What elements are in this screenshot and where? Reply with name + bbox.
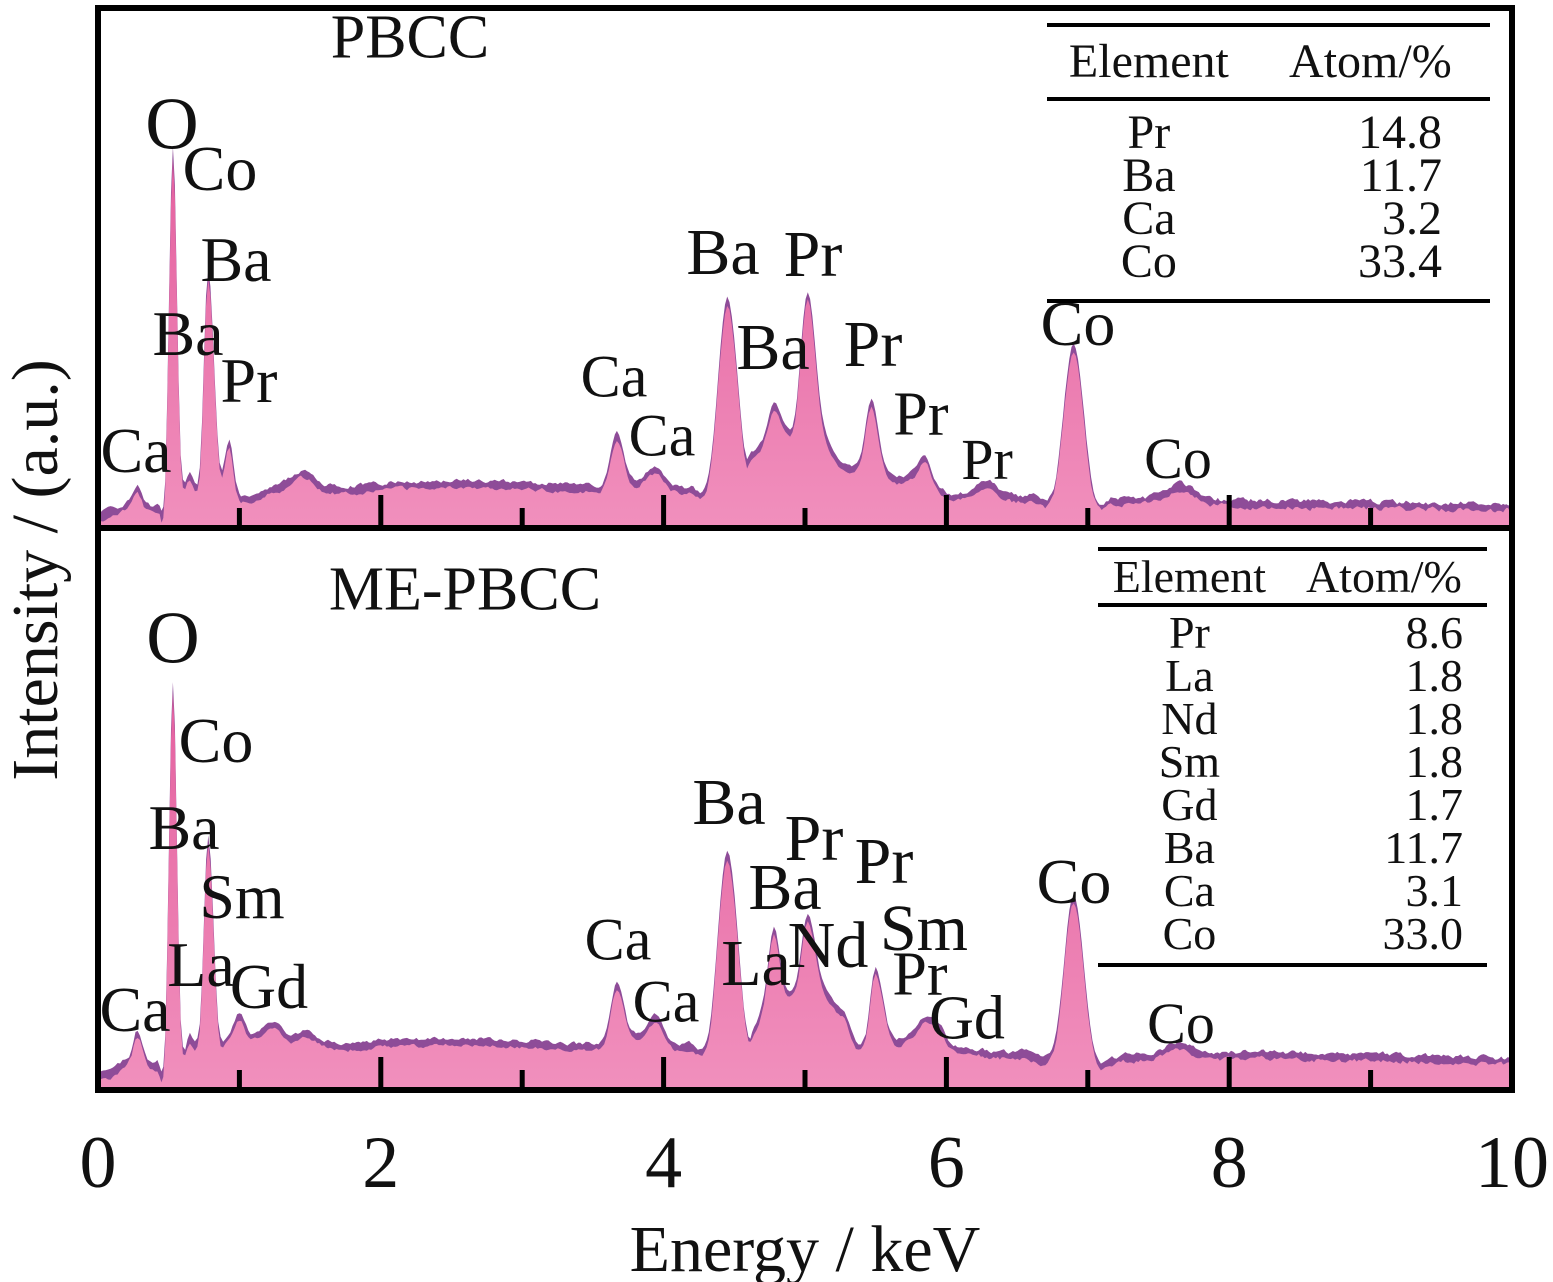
peak-label-Pr: Pr — [784, 218, 843, 291]
peak-label-Pr: Pr — [893, 380, 948, 448]
table-header-element: Element — [1112, 551, 1267, 602]
element-cell: Co — [1120, 235, 1177, 288]
table-header-atom: Atom/% — [1305, 551, 1462, 602]
axis-ticks — [236, 495, 1374, 1087]
peak-label-Gd: Gd — [230, 951, 308, 1022]
peak-label-Ba: Ba — [152, 298, 223, 369]
peak-label-Pr: Pr — [892, 940, 947, 1008]
atom-percent-cell: 1.7 — [1405, 779, 1463, 830]
y-axis-title: Intensity / (a.u.) — [0, 359, 72, 781]
element-table-pbcc: Element Atom/% Pr 14.8 Ba 11.7 Ca 3.2 Co 33.4 — [1047, 23, 1490, 303]
peak-label-Ba: Ba — [692, 766, 765, 839]
element-cell: Ba — [1163, 822, 1215, 873]
table-row: Ca 3.2 — [1047, 192, 1490, 245]
element-cell: Pr — [1127, 106, 1171, 159]
x-tick-label-8: 8 — [1210, 1122, 1248, 1204]
peak-label-Ba: Ba — [686, 216, 759, 289]
peak-label-Ba: Ba — [736, 311, 809, 384]
element-table-me-pbcc: Element Atom/% Pr 8.6 La 1.8 Nd 1.8 Sm 1.8 Gd 1.7 Ba… — [1098, 547, 1487, 967]
table-row: Gd 1.7 — [1098, 779, 1487, 830]
peak-label-Ca: Ca — [99, 974, 170, 1045]
plot-border — [95, 5, 1515, 1093]
x-tick-label-0: 0 — [79, 1122, 117, 1204]
peak-label-Ca: Ca — [100, 415, 171, 486]
table-row: Nd 1.8 — [1098, 693, 1487, 744]
atom-percent-cell: 33.4 — [1357, 235, 1442, 288]
atom-percent-cell: 3.1 — [1405, 865, 1463, 916]
element-cell: Co — [1162, 908, 1217, 959]
x-axis-title: Energy / keV — [629, 1213, 981, 1282]
element-cell: Gd — [1161, 779, 1218, 830]
peak-label-Ba: Ba — [748, 851, 821, 924]
peak-label-Co: Co — [1037, 846, 1112, 917]
peak-label-Ca: Ca — [629, 403, 696, 469]
table-row: Ba 11.7 — [1047, 149, 1490, 202]
peak-label-La: La — [167, 929, 235, 1000]
atom-percent-cell: 14.8 — [1357, 106, 1442, 159]
peak-label-La: La — [721, 927, 791, 1000]
x-tick-label-2: 2 — [362, 1122, 400, 1204]
peak-label-Pr: Pr — [961, 427, 1013, 492]
peak-label-Ca: Ca — [581, 344, 648, 410]
table-row: Ca 3.1 — [1098, 865, 1487, 916]
element-cell: Pr — [1168, 607, 1210, 658]
peak-label-Nd: Nd — [788, 909, 869, 982]
table-header-atom: Atom/% — [1289, 35, 1452, 88]
peak-label-O: O — [146, 598, 199, 680]
peak-label-Ca: Ca — [633, 969, 700, 1035]
panel-title-pbcc: PBCC — [330, 3, 490, 72]
x-tick-label-6: 6 — [927, 1122, 965, 1204]
peak-label-Co: Co — [183, 133, 258, 204]
table-row: Ba 11.7 — [1098, 822, 1487, 873]
peak-label-Ca: Ca — [585, 907, 652, 973]
atom-percent-cell: 33.0 — [1382, 908, 1463, 959]
peak-label-Co: Co — [1147, 991, 1215, 1056]
atom-percent-cell: 3.2 — [1381, 192, 1442, 245]
peak-label-Sm: Sm — [880, 892, 968, 965]
peak-label-Pr: Pr — [221, 345, 278, 416]
atom-percent-cell: 1.8 — [1405, 693, 1463, 744]
peak-label-Pr: Pr — [855, 825, 914, 898]
spectrum-fill-me_pbcc — [98, 692, 1512, 1091]
element-cell: La — [1165, 650, 1214, 701]
table-row: Co 33.4 — [1047, 235, 1490, 288]
peak-label-Gd: Gd — [929, 984, 1005, 1052]
spectrum-fill-pbcc — [98, 159, 1512, 530]
peak-label-Ba: Ba — [148, 792, 219, 863]
atom-percent-cell: 11.7 — [1384, 822, 1463, 873]
table-row: Pr 14.8 — [1047, 106, 1490, 159]
element-cell: Ca — [1163, 865, 1215, 916]
atom-percent-cell: 1.8 — [1405, 736, 1463, 787]
peak-label-O: O — [145, 84, 198, 166]
x-tick-label-10: 10 — [1475, 1122, 1549, 1204]
atom-percent-cell: 8.6 — [1405, 607, 1463, 658]
element-cell: Nd — [1161, 693, 1218, 744]
peak-label-Co: Co — [179, 705, 254, 776]
peak-label-Pr: Pr — [785, 802, 844, 875]
peak-label-Ba: Ba — [200, 224, 271, 295]
table-row: Pr 8.6 — [1098, 607, 1487, 658]
element-cell: Sm — [1158, 736, 1221, 787]
table-row: La 1.8 — [1098, 650, 1487, 701]
peak-label-Pr: Pr — [844, 308, 903, 381]
element-cell: Ca — [1122, 192, 1176, 245]
x-tick-label-4: 4 — [645, 1122, 683, 1204]
table-row: Co 33.0 — [1098, 908, 1487, 959]
table-header-element: Element — [1068, 35, 1229, 88]
atom-percent-cell: 11.7 — [1359, 149, 1442, 202]
atom-percent-cell: 1.8 — [1405, 650, 1463, 701]
panel-title-me-pbcc: ME-PBCC — [328, 555, 602, 624]
table-row: Sm 1.8 — [1098, 736, 1487, 787]
element-cell: Ba — [1122, 149, 1176, 202]
peak-label-Sm: Sm — [199, 861, 284, 932]
peak-label-Co: Co — [1144, 426, 1212, 491]
